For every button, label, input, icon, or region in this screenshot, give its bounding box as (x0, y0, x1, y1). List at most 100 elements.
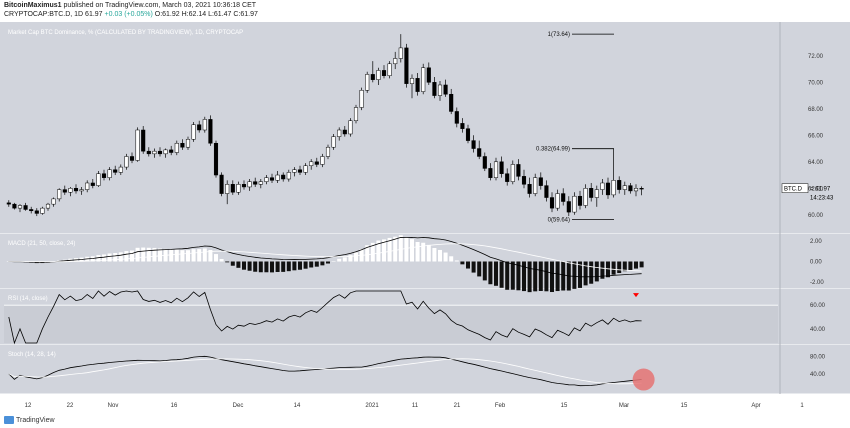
candle (292, 169, 297, 173)
candle (12, 203, 17, 209)
candle (409, 78, 415, 84)
last-price: 61.97 (85, 11, 103, 18)
candle (521, 176, 527, 185)
author-name[interactable]: BitcoinMaximus1 (4, 2, 62, 9)
stoch-tick-label: 80.00 (810, 355, 826, 361)
rsi-tick-label: 60.00 (810, 303, 826, 309)
rsi-title: RSI (14, close) (8, 296, 48, 302)
candle (583, 188, 588, 206)
candle (577, 195, 583, 206)
candle (197, 124, 202, 131)
macd-histogram-bar (387, 237, 392, 262)
candle (331, 136, 336, 148)
tradingview-logo[interactable]: TradingView (4, 416, 55, 424)
candle (628, 185, 633, 192)
candlestick-chart[interactable]: 60.00 62.00 64.00 66.00 68.00 70.00 72.00 1(73.… (0, 22, 850, 414)
macd-histogram-bar (415, 241, 420, 262)
time-tick-label: Mar (619, 403, 629, 409)
candle (269, 177, 275, 181)
candle (213, 142, 219, 176)
macd-histogram-bar (533, 261, 538, 292)
macd-histogram-bar (286, 261, 291, 272)
macd-histogram-bar (320, 261, 325, 266)
candle (258, 181, 263, 185)
macd-histogram-bar (617, 261, 622, 274)
price-change: +0.03 (+0.05%) (104, 11, 153, 18)
macd-histogram-bar (96, 255, 101, 262)
macd-histogram-bar (197, 249, 202, 262)
macd-histogram-bar (180, 250, 185, 262)
macd-histogram-bar (214, 254, 218, 262)
candle (236, 184, 241, 193)
macd-histogram-bar (398, 235, 403, 262)
macd-histogram-bar (370, 242, 375, 262)
macd-histogram-bar (124, 251, 129, 262)
macd-histogram-bar (202, 248, 207, 262)
macd-histogram-bar (309, 261, 314, 268)
candle (381, 70, 387, 76)
macd-histogram-bar (152, 247, 157, 262)
candle (633, 188, 639, 192)
candle (73, 188, 79, 192)
macd-histogram-bar (628, 261, 633, 270)
candle (62, 189, 67, 193)
time-tick-label: 2021 (365, 403, 379, 409)
time-tick-label: 15 (681, 403, 688, 409)
macd-histogram-bar (555, 261, 560, 292)
macd-histogram-bar (527, 261, 532, 293)
macd-histogram-bar (438, 249, 442, 262)
price-tick-label: 62.00 (808, 186, 824, 192)
candle (432, 82, 437, 96)
candle (68, 188, 73, 193)
candle (141, 129, 146, 152)
price-tick-label: 66.00 (808, 133, 824, 139)
candle (415, 78, 420, 92)
fib-level-label: 0.382(64.99) (536, 147, 570, 153)
candle (348, 120, 353, 135)
macd-histogram-bar (135, 247, 140, 262)
time-tick-label: 12 (25, 403, 32, 409)
price-tick-label: 70.00 (808, 80, 824, 86)
candle (465, 128, 471, 141)
macd-histogram-bar (270, 261, 274, 273)
time-axis-bg (0, 394, 850, 414)
candle (101, 173, 107, 178)
candle (488, 168, 493, 178)
time-tick-label: Feb (495, 403, 506, 409)
candle (454, 111, 459, 124)
macd-histogram-bar (275, 261, 280, 272)
macd-tick-label: 2.00 (810, 239, 822, 245)
macd-histogram-bar (600, 261, 605, 279)
candle (555, 193, 560, 209)
candle (309, 161, 314, 167)
macd-histogram-bar (113, 253, 118, 262)
stoch-title: Stoch (14, 28, 14) (8, 352, 56, 358)
candle (337, 129, 342, 137)
candle (163, 149, 168, 155)
macd-histogram-bar (337, 258, 342, 262)
macd-histogram-bar (331, 261, 336, 262)
candle (639, 188, 644, 190)
candle (594, 189, 599, 198)
price-panel-bg (0, 22, 850, 234)
candle (185, 139, 191, 148)
macd-histogram-bar (219, 259, 224, 262)
candle (85, 182, 90, 190)
macd-histogram-bar (242, 261, 246, 270)
candle (549, 197, 555, 209)
macd-histogram-bar (583, 261, 588, 286)
macd-line (8, 236, 642, 278)
macd-histogram-bar (443, 252, 448, 262)
candle (45, 203, 51, 209)
stoch-highlight-marker (632, 368, 655, 391)
macd-histogram-bar (208, 249, 213, 262)
candle (365, 74, 370, 91)
macd-tick-label: -2.00 (810, 280, 824, 286)
macd-histogram-bar (107, 253, 112, 262)
candle (118, 166, 123, 173)
candle (208, 119, 213, 144)
macd-histogram-bar (561, 261, 566, 291)
candle (146, 150, 151, 155)
candle (404, 47, 409, 84)
brand-name: TradingView (16, 416, 55, 424)
